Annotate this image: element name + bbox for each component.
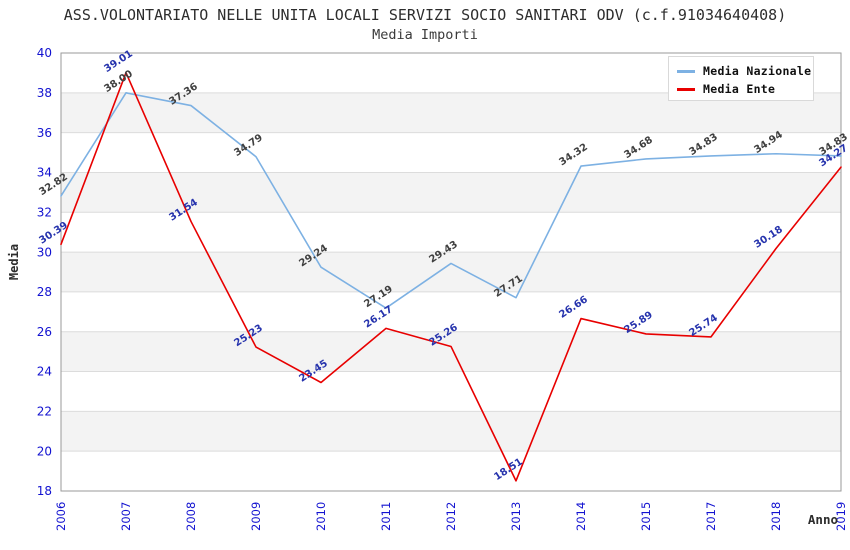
y-tick-label: 26 bbox=[37, 325, 52, 339]
data-label: 34.79 bbox=[232, 132, 265, 158]
chart-title: ASS.VOLONTARIATO NELLE UNITA LOCALI SERV… bbox=[63, 6, 787, 24]
data-label: 34.32 bbox=[557, 142, 590, 168]
legend-swatch-media-nazionale bbox=[677, 69, 695, 73]
x-tick-label: 2008 bbox=[184, 502, 198, 531]
grid-band bbox=[61, 331, 841, 372]
x-tick-label: 2018 bbox=[769, 502, 783, 531]
y-tick-label: 30 bbox=[37, 245, 52, 259]
legend-swatch-media-ente bbox=[677, 87, 695, 91]
grid-band bbox=[61, 252, 841, 292]
y-tick-label: 18 bbox=[37, 484, 52, 498]
x-tick-label: 2012 bbox=[444, 502, 458, 531]
data-label: 34.94 bbox=[752, 129, 785, 155]
y-tick-label: 20 bbox=[37, 444, 52, 458]
y-tick-label: 22 bbox=[37, 405, 52, 419]
legend-label: Media Nazionale bbox=[703, 64, 812, 78]
plot-border bbox=[60, 52, 842, 492]
x-tick-label: 2019 bbox=[834, 502, 848, 531]
legend-item-media-ente: Media Ente bbox=[669, 80, 813, 98]
data-label: 30.18 bbox=[752, 224, 785, 250]
data-label: 34.68 bbox=[622, 135, 655, 161]
y-tick-label: 34 bbox=[37, 166, 52, 180]
legend-item-media-nazionale: Media Nazionale bbox=[669, 62, 813, 80]
x-tick-label: 2011 bbox=[379, 502, 393, 531]
y-tick-label: 40 bbox=[37, 46, 52, 60]
y-tick-label: 36 bbox=[37, 126, 52, 140]
x-tick-label: 2009 bbox=[249, 502, 263, 531]
y-axis-title: Media bbox=[7, 243, 21, 281]
series-line-media-nazionale bbox=[60, 92, 842, 309]
series-line-media-ente bbox=[60, 71, 842, 482]
legend-label: Media Ente bbox=[703, 82, 776, 96]
y-tick-label: 32 bbox=[37, 205, 52, 219]
x-tick-label: 2007 bbox=[119, 502, 133, 531]
x-tick-label: 2015 bbox=[639, 502, 653, 531]
y-tick-label: 28 bbox=[37, 285, 52, 299]
y-tick-label: 38 bbox=[37, 86, 52, 100]
x-tick-label: 2014 bbox=[574, 502, 588, 531]
x-tick-label: 2013 bbox=[509, 502, 523, 531]
x-axis-title: Anno bbox=[807, 512, 838, 527]
chart-subtitle: Media Importi bbox=[372, 27, 478, 43]
legend: Media Nazionale Media Ente bbox=[668, 56, 814, 101]
x-tick-label: 2006 bbox=[54, 502, 68, 531]
data-label: 26.66 bbox=[557, 294, 590, 320]
x-tick-label: 2010 bbox=[314, 502, 328, 531]
data-label: 34.83 bbox=[687, 132, 720, 158]
grid-band bbox=[61, 172, 841, 213]
y-tick-label: 24 bbox=[37, 365, 52, 379]
x-tick-label: 2017 bbox=[704, 502, 718, 531]
grid-band bbox=[61, 411, 841, 452]
